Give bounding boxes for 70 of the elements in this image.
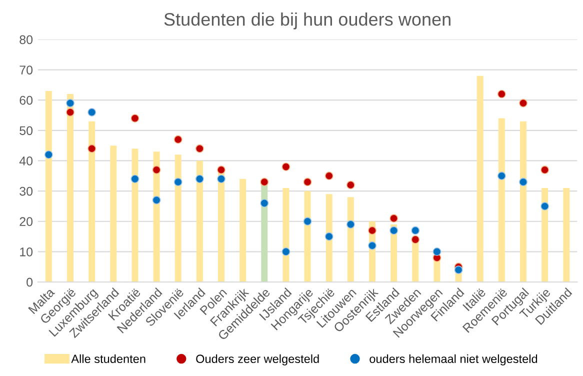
y-tick-label: 80 bbox=[20, 35, 33, 44]
legend-label: ouders helemaal niet welgesteld bbox=[370, 354, 538, 366]
y-tick-label: 60 bbox=[20, 96, 33, 105]
point bbox=[411, 235, 420, 244]
y-tick-label: 20 bbox=[20, 217, 33, 226]
bar bbox=[520, 121, 526, 282]
point bbox=[497, 90, 506, 98]
point bbox=[130, 114, 140, 123]
bar bbox=[174, 154, 182, 282]
bar bbox=[347, 197, 354, 282]
point bbox=[88, 144, 96, 153]
point bbox=[519, 98, 528, 108]
point bbox=[195, 174, 204, 184]
bar bbox=[132, 148, 138, 282]
point bbox=[195, 144, 204, 153]
point bbox=[66, 108, 74, 116]
point bbox=[217, 174, 226, 184]
point bbox=[282, 162, 290, 172]
point bbox=[303, 178, 312, 186]
point bbox=[174, 178, 182, 186]
y-tick-label: 40 bbox=[19, 156, 33, 166]
y-tick-label: 50 bbox=[20, 126, 33, 136]
point bbox=[540, 166, 550, 174]
point bbox=[260, 198, 269, 208]
point bbox=[368, 241, 376, 250]
bar bbox=[67, 94, 74, 282]
point bbox=[324, 232, 334, 241]
bar bbox=[45, 91, 52, 282]
y-tick-label: 10 bbox=[20, 247, 33, 256]
bar bbox=[476, 76, 484, 282]
point bbox=[44, 150, 53, 159]
y-tick-label: 30 bbox=[20, 186, 33, 196]
point bbox=[303, 217, 312, 226]
bar bbox=[542, 188, 548, 282]
point bbox=[152, 166, 161, 174]
point bbox=[497, 172, 506, 180]
point bbox=[217, 166, 226, 174]
bar bbox=[196, 160, 203, 282]
point bbox=[540, 202, 550, 210]
point bbox=[152, 196, 161, 204]
point bbox=[390, 226, 398, 235]
point bbox=[432, 247, 442, 256]
legend-label: Alle studenten bbox=[71, 354, 146, 364]
point bbox=[260, 178, 269, 186]
bar bbox=[304, 191, 311, 282]
bar bbox=[563, 188, 570, 282]
bar bbox=[412, 240, 419, 282]
point bbox=[174, 135, 182, 144]
chart-title: Studenten die bij hun ouders wonen bbox=[164, 12, 450, 30]
bar bbox=[240, 178, 246, 282]
legend-label: Ouders zeer welgesteld bbox=[196, 354, 319, 366]
y-tick-label: 70 bbox=[20, 66, 33, 74]
bar bbox=[110, 146, 117, 282]
point bbox=[346, 180, 355, 190]
point bbox=[88, 108, 96, 116]
bar bbox=[498, 118, 505, 282]
point bbox=[519, 178, 528, 186]
point bbox=[66, 98, 74, 108]
point bbox=[411, 226, 420, 235]
point bbox=[130, 174, 140, 184]
bar bbox=[282, 188, 290, 282]
point bbox=[324, 172, 334, 180]
point bbox=[368, 226, 376, 235]
point bbox=[390, 214, 398, 223]
bar bbox=[326, 194, 332, 282]
bar bbox=[88, 121, 96, 282]
point bbox=[346, 220, 355, 229]
point bbox=[454, 266, 463, 274]
y-tick-label: 0 bbox=[26, 278, 33, 287]
point bbox=[282, 247, 290, 256]
